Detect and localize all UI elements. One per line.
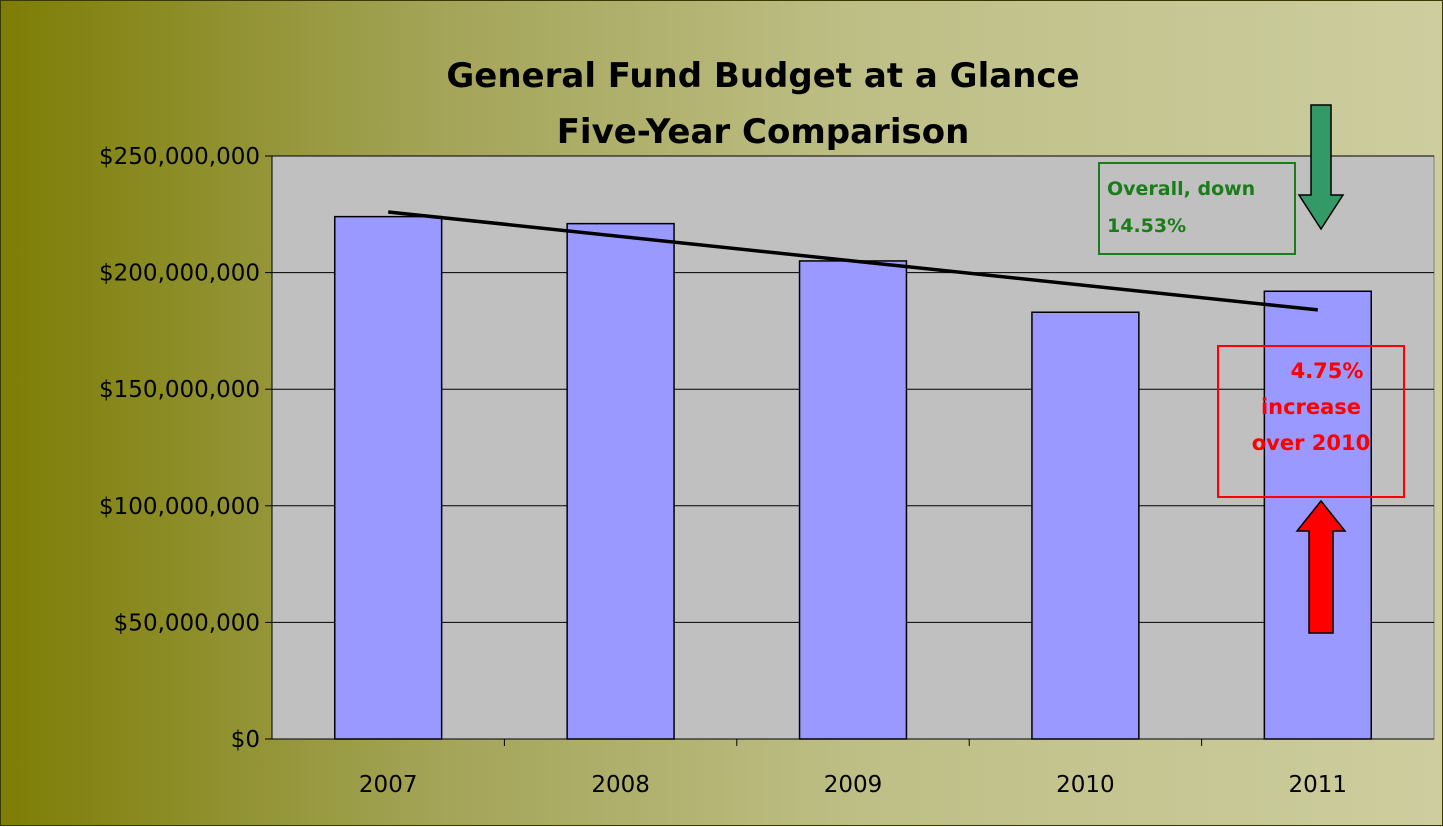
increase-callout-text: 4.75%	[1291, 359, 1364, 383]
overall-callout-text: Overall, down	[1107, 178, 1255, 200]
increase-callout-box	[1217, 345, 1405, 498]
x-tick-label: 2011	[1289, 772, 1348, 798]
x-tick-label: 2007	[359, 772, 418, 798]
trendline-group	[388, 210, 1318, 312]
bar-2010	[1031, 311, 1140, 740]
bars	[333, 215, 1373, 740]
overall-callout-box	[1098, 162, 1296, 255]
increase-callout-text: increase	[1261, 395, 1361, 419]
bar-2008	[566, 222, 675, 740]
y-tick-label: $50,000,000	[114, 610, 260, 636]
increase-callout-text: over 2010	[1252, 431, 1370, 455]
up-arrow-icon	[1295, 499, 1347, 634]
y-tick-label: $250,000,000	[99, 144, 260, 170]
down-arrow-icon	[1297, 104, 1345, 231]
chart-subtitle: Five-Year Comparison	[557, 112, 970, 152]
axes: $0 $50,000,000 $100,000,000 $150,000,000 $20…	[99, 144, 1434, 798]
y-tick-label: $200,000,000	[99, 261, 260, 287]
x-tick-label: 2010	[1056, 772, 1115, 798]
chart-title: General Fund Budget at a Glance	[446, 56, 1079, 96]
trendline	[388, 210, 1318, 312]
y-tick-label: $0	[231, 727, 260, 753]
bar-2007	[333, 215, 443, 740]
y-tick-label: $100,000,000	[99, 494, 260, 520]
annotations: Overall, down 14.53% 4.75% increase over 201…	[1098, 104, 1405, 634]
bar-2009	[798, 260, 908, 740]
x-tick-label: 2008	[591, 772, 650, 798]
y-tick-label: $150,000,000	[99, 377, 260, 403]
x-tick-label: 2009	[824, 772, 883, 798]
overall-callout-text: 14.53%	[1107, 215, 1186, 237]
